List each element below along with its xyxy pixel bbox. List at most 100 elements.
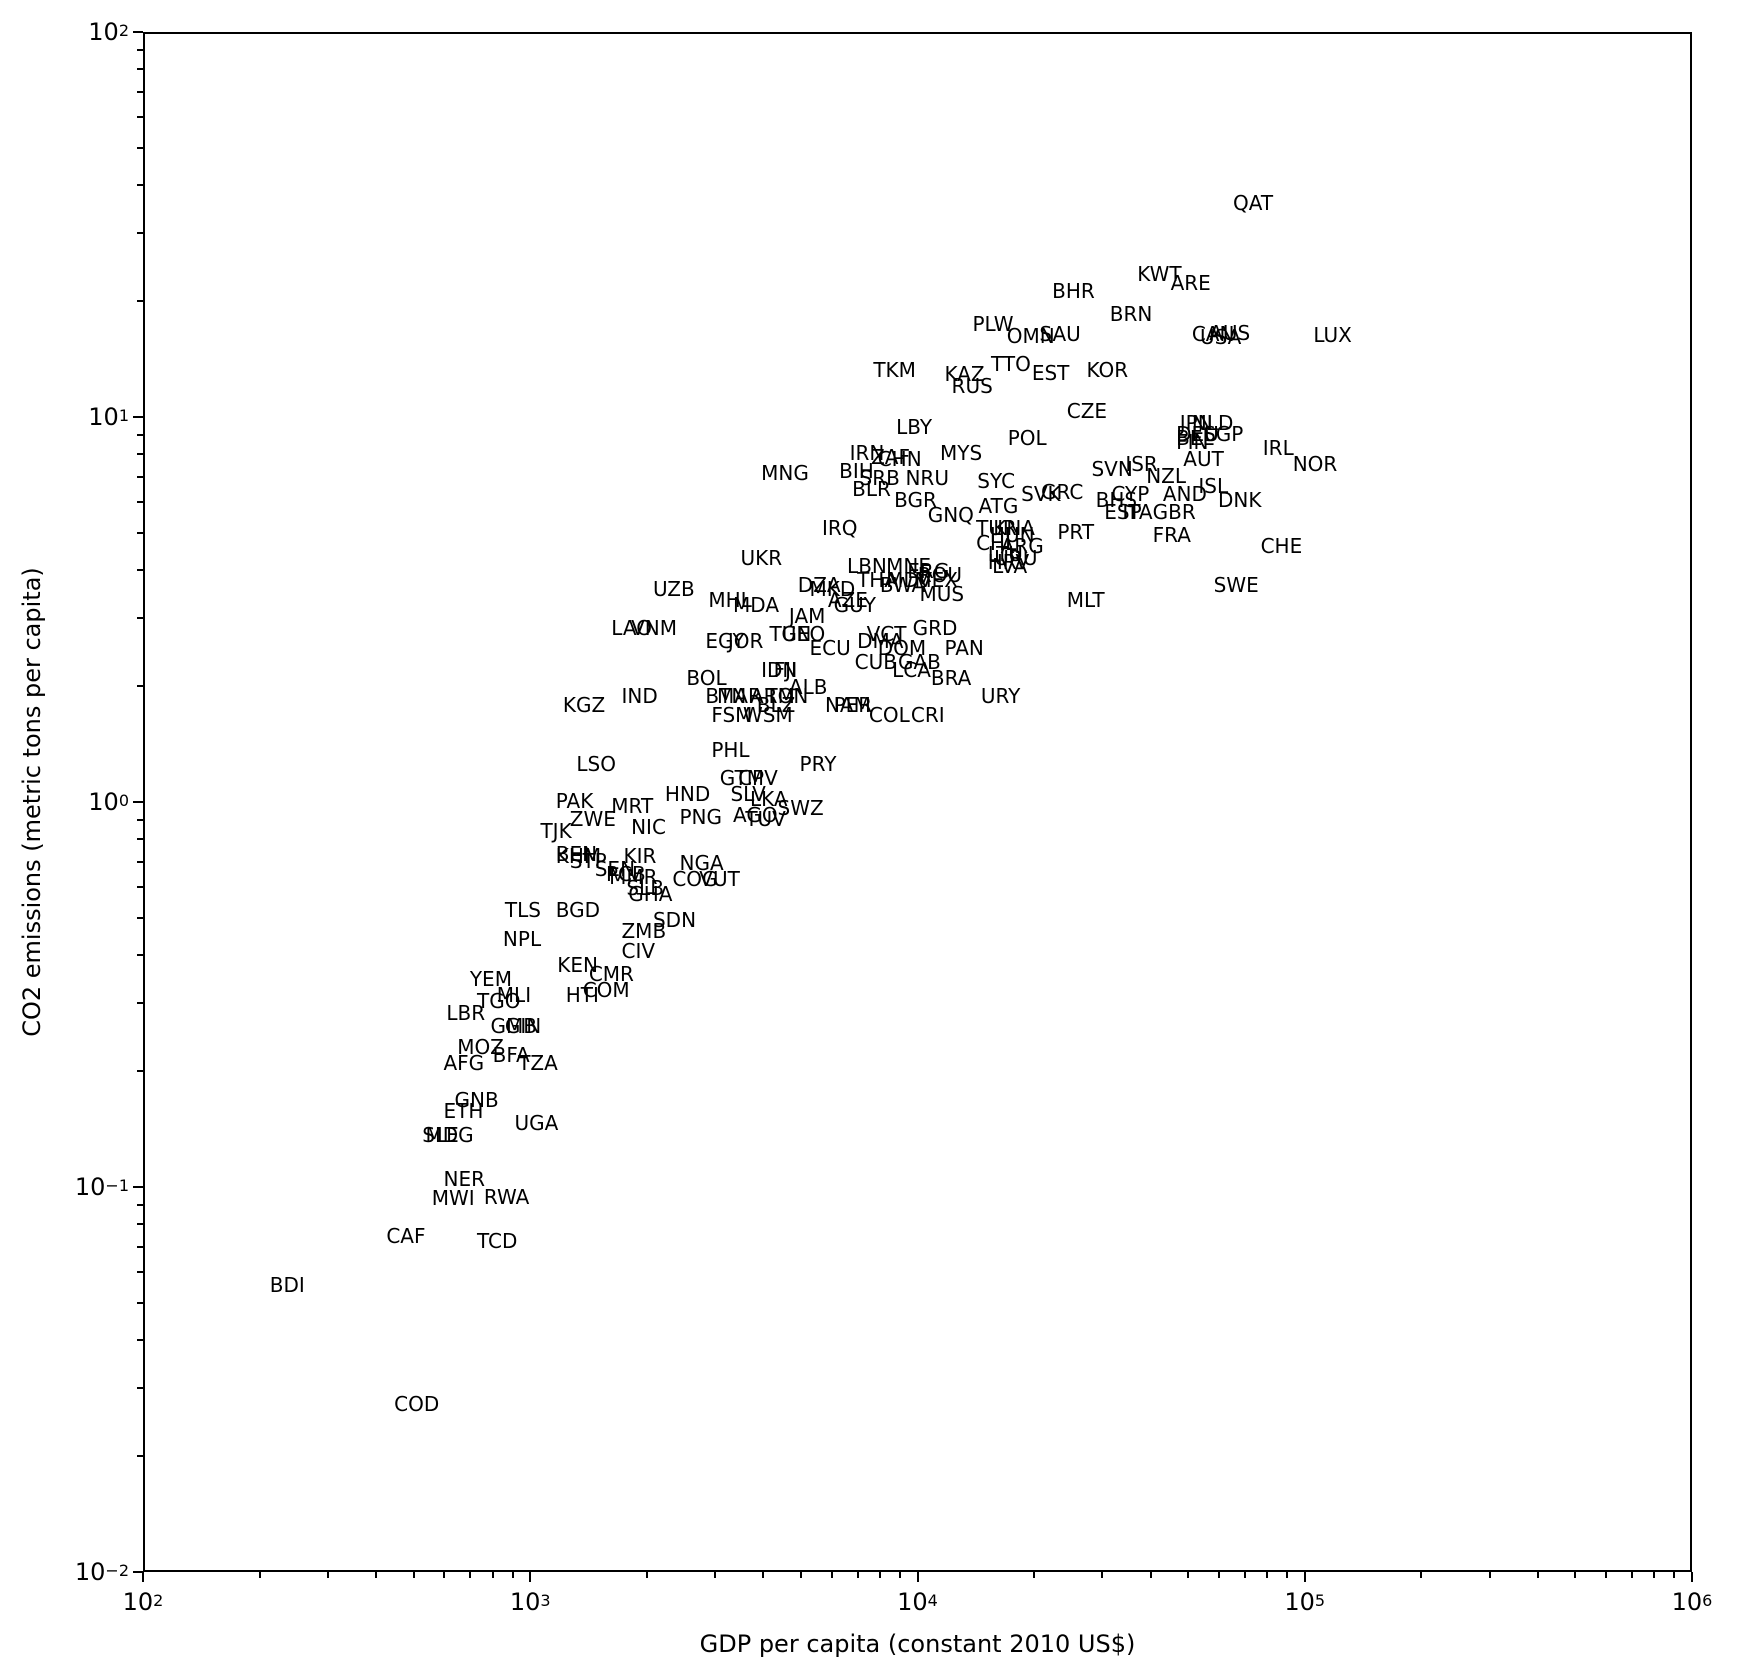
point-label: QAT (1233, 191, 1274, 216)
point-label: PNG (679, 805, 723, 830)
point-label: BOL (686, 666, 727, 691)
point-label: AUT (1183, 447, 1224, 472)
y-minor-tick (137, 1002, 143, 1005)
point-label: SRB (859, 466, 900, 491)
x-minor-tick (258, 1572, 261, 1578)
point-label: NRU (905, 466, 949, 491)
point-label: USA (1199, 324, 1242, 349)
point-label: AFG (443, 1051, 485, 1076)
tick-exponent: 2 (118, 21, 129, 40)
point-label: CHL (976, 530, 1017, 555)
point-label: VNM (631, 615, 677, 640)
point-label: IDN (761, 657, 798, 682)
point-label: SGP (1203, 422, 1244, 447)
x-minor-tick (491, 1572, 494, 1578)
point-label: MMR (609, 864, 658, 889)
y-major-tick (133, 31, 143, 33)
point-label: GUY (833, 592, 876, 617)
y-major-tick (133, 1571, 143, 1573)
point-label: SLE (422, 1123, 459, 1148)
point-label: CIV (621, 939, 656, 964)
tick-exponent: −2 (105, 1561, 129, 1580)
x-major-tick (529, 1572, 532, 1582)
point-label: GTM (719, 766, 765, 791)
point-label: BLR (852, 476, 891, 501)
point-label: COG (672, 867, 718, 892)
point-label: ZAF (871, 445, 910, 470)
y-minor-tick (137, 818, 143, 821)
tick-exponent: 5 (1314, 1591, 1326, 1610)
point-label: WSM (742, 703, 793, 728)
y-minor-tick (137, 453, 143, 456)
point-label: SLV (730, 782, 766, 806)
point-label: ISL (1198, 474, 1229, 499)
point-label: PER (833, 693, 873, 718)
point-label: GMB (490, 1013, 537, 1038)
point-label: CHE (1260, 534, 1303, 559)
point-label: NOR (1292, 451, 1338, 476)
point-label: ERG (907, 558, 950, 583)
point-label: VUT (699, 867, 740, 892)
point-label: MDA (733, 592, 780, 617)
point-label: PRT (1057, 519, 1095, 544)
point-label: CUB (854, 650, 897, 675)
tick-base: 10 (122, 1588, 154, 1616)
point-label: KEN (557, 952, 598, 977)
point-label: BGD (555, 897, 601, 922)
tick-exponent: 3 (540, 1591, 551, 1610)
point-label: GHA (628, 881, 673, 906)
point-label: SDN (652, 908, 697, 933)
point-label: GAB (898, 650, 941, 675)
point-label: HTI (565, 983, 599, 1008)
x-minor-tick (1266, 1572, 1269, 1578)
point-label: MDG (425, 1123, 474, 1148)
point-label: BHS (1095, 488, 1138, 513)
x-major-tick (1303, 1572, 1306, 1582)
point-label: SWZ (777, 795, 824, 820)
point-label: BIH (839, 459, 874, 484)
point-label: MLI (496, 983, 532, 1008)
x-minor-tick (1605, 1572, 1608, 1578)
point-label: CRI (910, 703, 945, 728)
point-label: MDV (886, 567, 933, 592)
point-label: NZL (1146, 463, 1187, 488)
point-label: FIN (1176, 430, 1209, 455)
point-label: NGA (679, 851, 724, 876)
x-minor-tick (856, 1572, 859, 1578)
y-minor-tick (137, 1245, 143, 1248)
y-minor-tick (137, 1223, 143, 1226)
x-minor-tick (1101, 1572, 1104, 1578)
y-minor-tick (137, 954, 143, 957)
y-tick-label: 101 (88, 403, 129, 431)
x-major-tick (142, 1572, 144, 1582)
point-label: OMN (1006, 323, 1055, 348)
point-label: TLS (504, 897, 541, 922)
point-label: NLD (1191, 410, 1234, 435)
point-label: KGZ (562, 693, 606, 718)
x-minor-tick (898, 1572, 901, 1578)
y-minor-tick (137, 475, 143, 478)
point-label: BEN (555, 841, 598, 866)
point-label: MOZ (457, 1035, 504, 1060)
x-tick-label: 106 (1672, 1588, 1713, 1616)
point-label: UKR (740, 546, 783, 571)
point-label: KIR (623, 844, 657, 869)
point-label: THA (857, 567, 899, 592)
point-label: MNG (761, 461, 809, 486)
x-minor-tick (830, 1572, 833, 1578)
point-label: EGY (705, 628, 745, 653)
point-label: LSO (576, 751, 616, 776)
x-minor-tick (1653, 1572, 1656, 1578)
point-label: UZB (652, 577, 695, 602)
point-label: ROU (917, 563, 963, 588)
point-label: BHR (1052, 278, 1095, 303)
point-label: DEU (1176, 422, 1219, 447)
point-label: MLT (1066, 587, 1105, 612)
tick-base: 10 (897, 1588, 928, 1616)
point-label: PHL (711, 738, 750, 763)
x-minor-tick (714, 1572, 716, 1578)
point-label: MWI (431, 1186, 475, 1211)
point-label: ARM (749, 683, 795, 708)
point-label: CAN (1191, 321, 1235, 346)
point-label: MNE (886, 554, 931, 579)
